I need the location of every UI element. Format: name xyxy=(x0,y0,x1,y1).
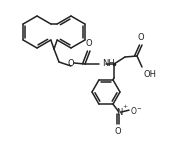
Text: O: O xyxy=(68,59,74,67)
Text: O: O xyxy=(115,127,121,136)
Text: NH: NH xyxy=(102,59,115,68)
Text: O: O xyxy=(86,39,92,48)
Text: N: N xyxy=(116,108,122,117)
Text: +: + xyxy=(123,104,128,109)
Text: O: O xyxy=(138,33,144,42)
Text: OH: OH xyxy=(143,70,156,79)
Text: O$^{-}$: O$^{-}$ xyxy=(130,105,142,116)
